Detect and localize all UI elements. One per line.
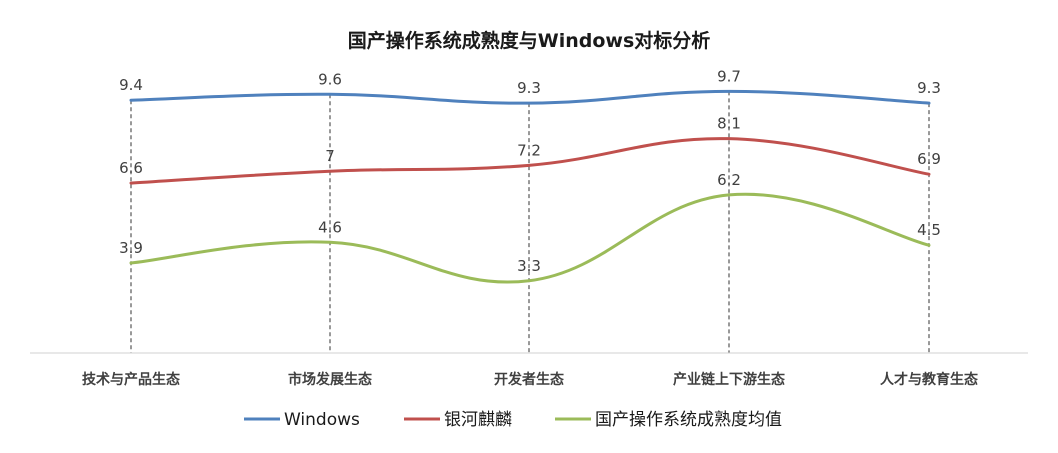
data-label: 9.6 — [318, 70, 342, 88]
data-label: 4.5 — [917, 221, 941, 239]
series-line — [129, 192, 931, 284]
data-label: 3.3 — [517, 257, 541, 275]
legend-label: Windows — [284, 410, 360, 430]
series-lines — [129, 89, 931, 284]
data-label: 9.3 — [517, 79, 541, 97]
chart-title: 国产操作系统成熟度与Windows对标分析 — [348, 29, 711, 52]
data-label: 9.7 — [717, 67, 741, 85]
category-label: 开发者生态 — [494, 371, 564, 388]
data-label: 3.9 — [119, 239, 143, 257]
data-label: 4.6 — [318, 218, 342, 236]
data-label: 6.2 — [717, 171, 741, 189]
category-label: 市场发展生态 — [288, 371, 372, 388]
legend: Windows 银河麒麟 国产操作系统成熟度均值 — [244, 409, 782, 430]
category-label: 产业链上下游生态 — [673, 371, 785, 388]
data-label: 6.6 — [119, 159, 143, 177]
category-label: 人才与教育生态 — [880, 371, 978, 388]
drop-lines — [130, 91, 930, 353]
category-label: 技术与产品生态 — [82, 371, 180, 388]
category-labels: 技术与产品生态 市场发展生态 开发者生态 产业链上下游生态 人才与教育生态 — [82, 371, 978, 388]
data-label: 7 — [325, 147, 335, 165]
data-labels: 9.4 9.6 9.3 9.7 9.3 6.6 7 7.2 8.1 6.9 3.9 4.6 3.3 6.2… — [119, 67, 941, 274]
data-label: 9.3 — [917, 79, 941, 97]
legend-label: 国产操作系统成熟度均值 — [595, 409, 782, 430]
legend-label: 银河麒麟 — [444, 410, 512, 430]
data-label: 9.4 — [119, 76, 143, 94]
data-label: 8.1 — [717, 115, 741, 133]
data-label: 6.9 — [917, 150, 941, 168]
data-label: 7.2 — [517, 141, 541, 159]
